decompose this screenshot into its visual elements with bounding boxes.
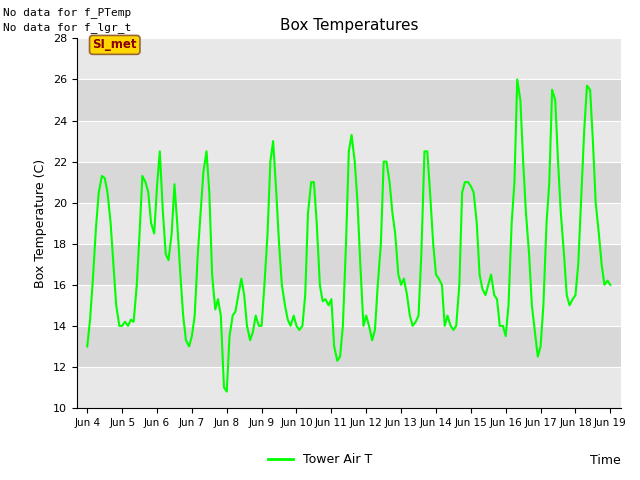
- Text: Time: Time: [590, 454, 621, 467]
- Text: No data for f_lgr_t: No data for f_lgr_t: [3, 22, 131, 33]
- Title: Box Temperatures: Box Temperatures: [280, 18, 418, 33]
- Text: No data for f_PTemp: No data for f_PTemp: [3, 7, 131, 18]
- Bar: [77, 244, 621, 285]
- Bar: [77, 162, 621, 203]
- Text: SI_met: SI_met: [93, 38, 137, 51]
- Bar: [77, 38, 621, 80]
- Bar: [77, 80, 621, 120]
- Legend: Tower Air T: Tower Air T: [263, 448, 377, 471]
- Bar: [77, 203, 621, 244]
- Bar: [77, 326, 621, 367]
- Bar: [77, 285, 621, 326]
- Y-axis label: Box Temperature (C): Box Temperature (C): [35, 158, 47, 288]
- Bar: [77, 367, 621, 408]
- Bar: [77, 120, 621, 162]
